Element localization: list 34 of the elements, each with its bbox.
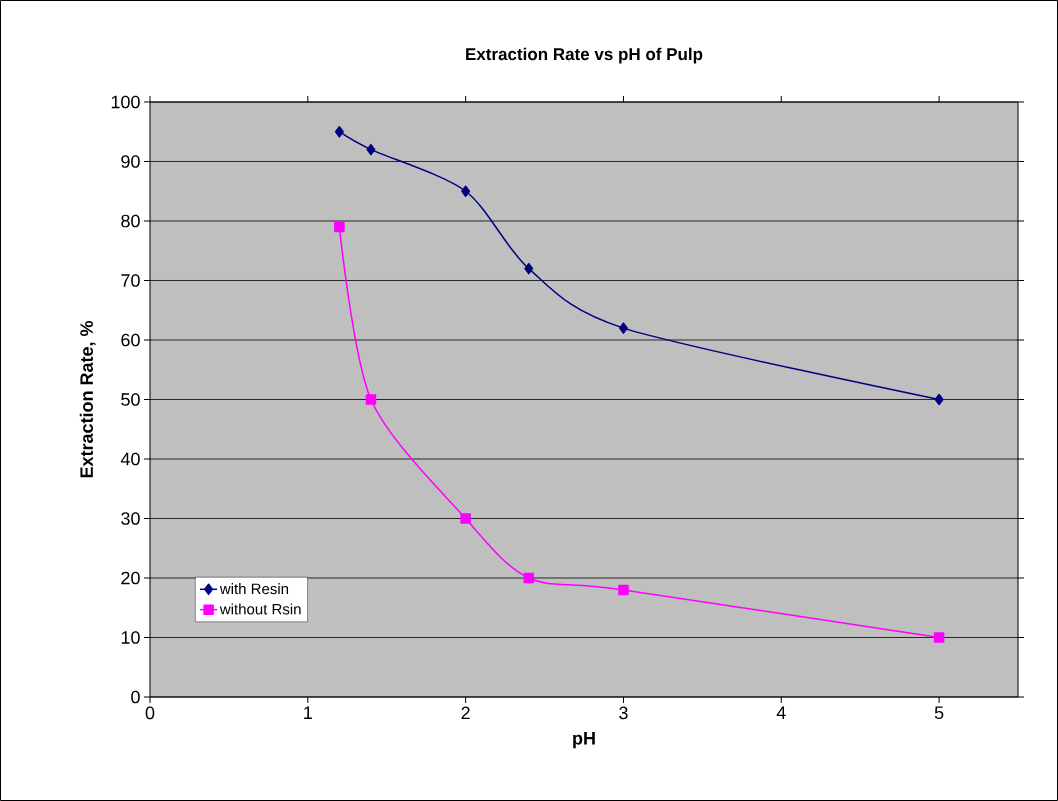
y-tick-label: 70 (121, 274, 140, 287)
point (334, 221, 345, 233)
y-tick-label: 90 (121, 155, 140, 168)
point (366, 143, 376, 156)
point (461, 185, 471, 197)
y-tick-label: 20 (121, 571, 140, 585)
legend-label: with Resin (219, 583, 289, 595)
x-tick-label: 3 (619, 706, 628, 720)
chart-title: Extraction Rate vs pH of Pulp (466, 47, 703, 64)
point (618, 584, 629, 596)
point (334, 125, 344, 138)
y-tick-label: 10 (121, 631, 140, 644)
x-tick-label: 4 (776, 706, 786, 719)
y-tick-label: 100 (111, 95, 140, 109)
point (618, 322, 628, 334)
y-tick-label: 60 (121, 333, 140, 347)
y-tick-label: 50 (121, 393, 140, 406)
x-tick-label: 1 (304, 706, 312, 719)
x-tick-label: 5 (934, 706, 944, 720)
y-tick-label: 40 (120, 452, 140, 466)
point (523, 572, 535, 584)
y-tick-label: 80 (121, 214, 140, 228)
point (933, 632, 945, 643)
point (934, 393, 944, 406)
y-tick-label: 30 (121, 512, 140, 525)
point (524, 262, 534, 275)
legend-label: without Rsin (219, 603, 301, 615)
y-axis-title: Extraction Rate, % (79, 320, 96, 478)
y-tick-label: 0 (131, 690, 140, 704)
x-axis-title: pH (573, 732, 595, 749)
point (460, 513, 471, 524)
x-tick-label: 2 (461, 706, 470, 720)
point (365, 394, 377, 405)
x-tick-label: 0 (145, 706, 155, 720)
